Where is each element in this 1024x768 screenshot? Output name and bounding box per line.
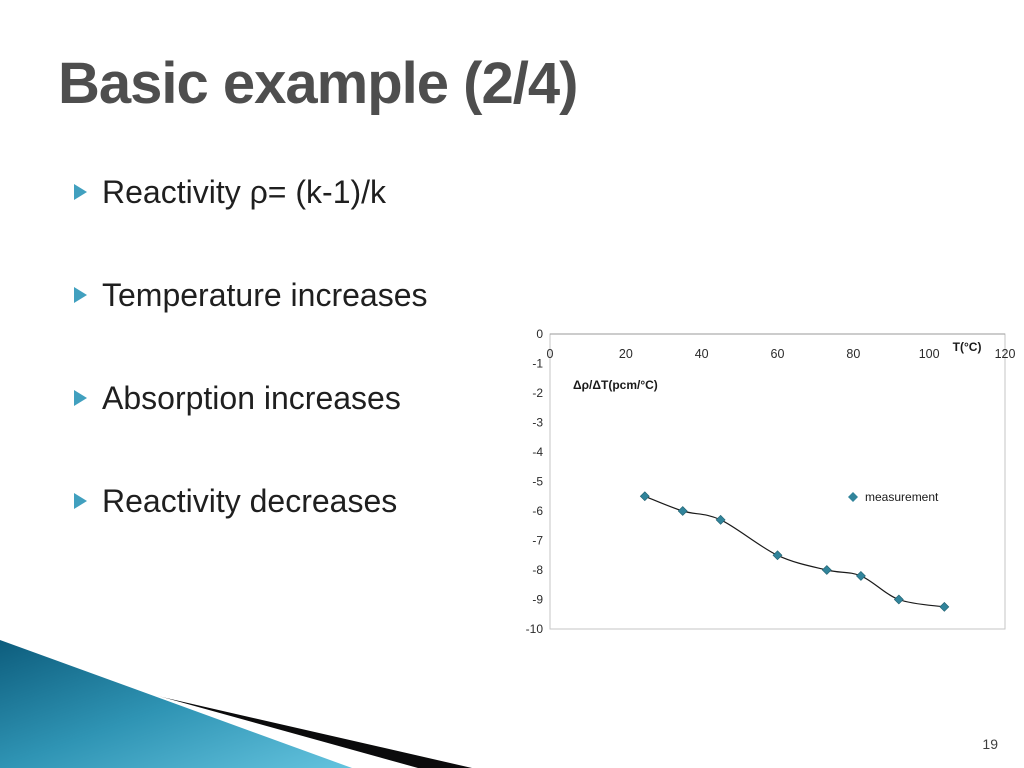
x-tick-label: 80 [846, 347, 860, 361]
data-point-marker [855, 570, 866, 581]
x-axis-title: T(°C) [953, 340, 982, 354]
deco-teal-wedge [0, 640, 352, 768]
y-axis-title: Δρ/ΔT(pcm/°C) [573, 378, 658, 392]
x-tick-label: 40 [695, 347, 709, 361]
data-point-marker [715, 514, 726, 525]
page-number: 19 [982, 736, 998, 752]
y-tick-label: -10 [526, 622, 544, 636]
bullet-item: Temperature increases [74, 273, 427, 317]
x-tick-label: 60 [771, 347, 785, 361]
x-tick-label: 100 [919, 347, 940, 361]
bullet-item: Reactivity ρ= (k-1)/k [74, 170, 427, 214]
bullet-text: Temperature increases [102, 276, 428, 313]
y-tick-label: -6 [532, 504, 543, 518]
data-point-marker [821, 565, 832, 575]
scatter-chart-svg: 0 -1 -2 -3 -4 -5 -6 -7 -8 -9 -10 0 20 40 60 80 100 120 T(°… [526, 327, 1016, 636]
x-tick-label: 0 [547, 347, 554, 361]
bullet-arrow-icon [74, 184, 87, 200]
bullet-arrow-icon [74, 493, 87, 509]
data-point-marker [939, 601, 950, 612]
y-tick-label: -9 [532, 593, 543, 607]
measurement-chart: 0 -1 -2 -3 -4 -5 -6 -7 -8 -9 -10 0 20 40 60 80 100 120 T(°… [505, 323, 1022, 641]
y-tick-label: -3 [532, 416, 543, 430]
bullet-text: Absorption increases [102, 379, 401, 416]
bullet-text: Reactivity ρ= (k-1)/k [102, 173, 387, 210]
x-tick-label: 120 [995, 347, 1016, 361]
y-tick-label: -2 [532, 386, 543, 400]
data-point-marker [893, 594, 904, 605]
x-tick-label: 20 [619, 347, 633, 361]
y-tick-label: -1 [532, 357, 543, 371]
bullet-arrow-icon [74, 287, 87, 303]
y-tick-label: -7 [532, 534, 543, 548]
y-tick-label: 0 [536, 327, 543, 341]
y-tick-label: -8 [532, 563, 543, 577]
legend-label: measurement [865, 490, 939, 504]
bullet-text: Reactivity decreases [102, 482, 398, 519]
data-point-marker [677, 506, 688, 516]
trend-line [644, 495, 945, 608]
data-point-marker [639, 491, 650, 502]
bullet-item: Absorption increases [74, 376, 427, 420]
deco-black-wedge [0, 660, 472, 768]
legend-marker-icon [848, 492, 858, 502]
bullet-item: Reactivity decreases [74, 479, 427, 523]
bullet-list: Reactivity ρ= (k-1)/k Temperature increa… [74, 170, 427, 582]
deco-white-stripe [0, 652, 418, 768]
y-tick-label: -4 [532, 445, 543, 459]
y-tick-label: -5 [532, 475, 543, 489]
data-point-marker [772, 550, 783, 561]
slide-title: Basic example (2/4) [58, 51, 578, 116]
bullet-arrow-icon [74, 390, 87, 406]
